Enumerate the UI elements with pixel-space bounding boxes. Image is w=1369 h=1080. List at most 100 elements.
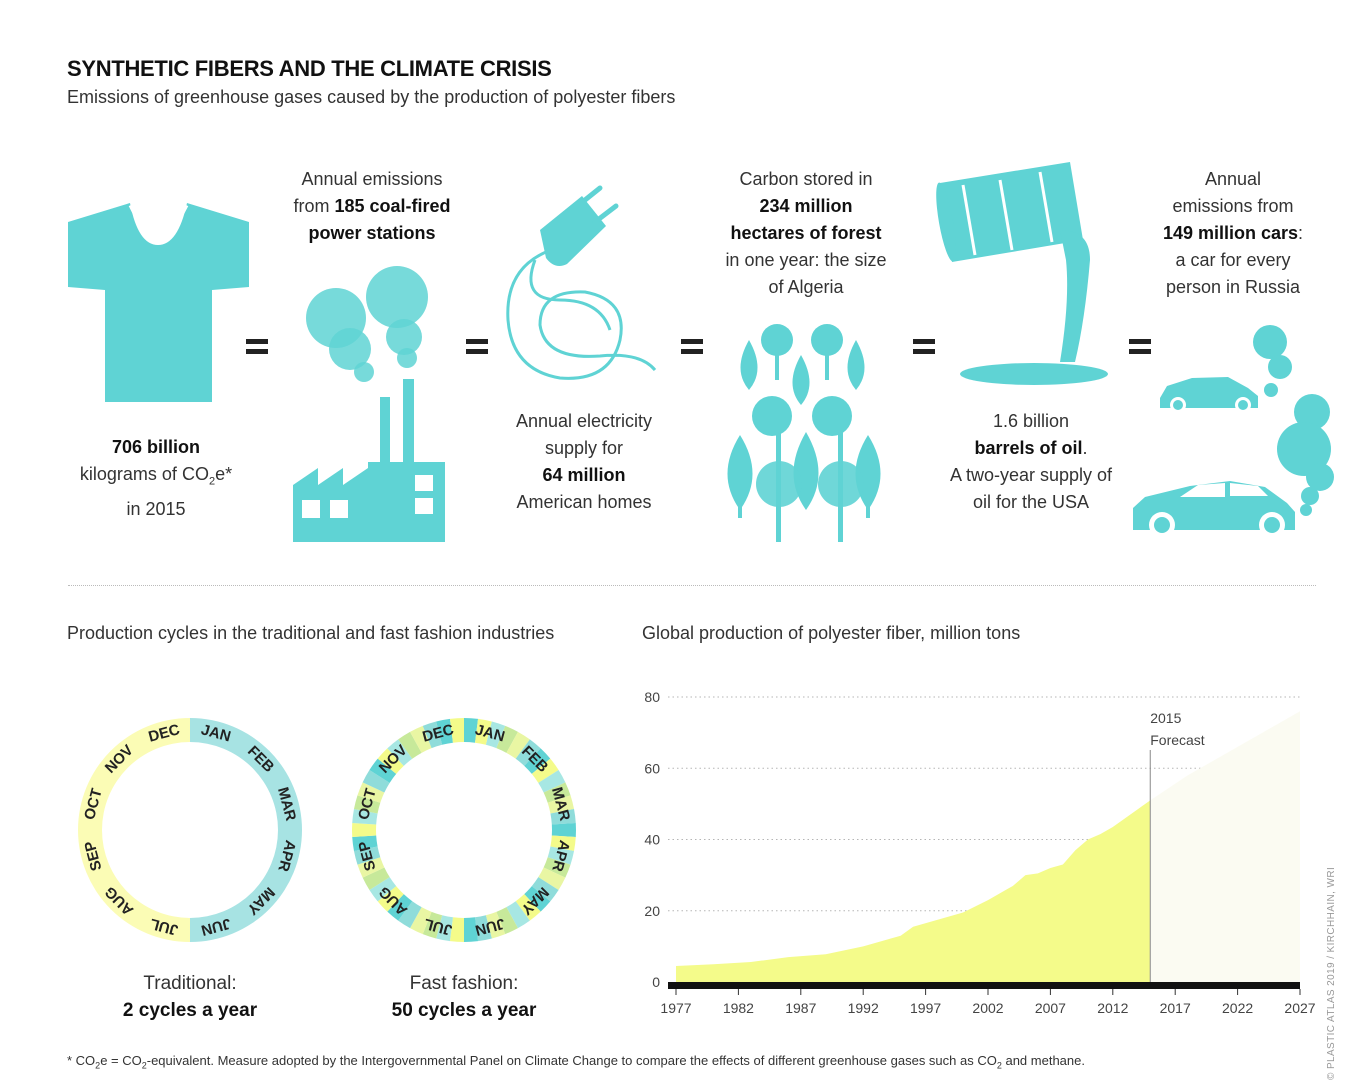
fast-fashion-cycle-segment bbox=[352, 809, 378, 825]
traditional-cycle-segment bbox=[190, 718, 302, 942]
fast-fashion-cycle-segment bbox=[369, 877, 397, 902]
fast-fashion-month-label: JUL bbox=[422, 915, 454, 939]
x-tick-label: 2022 bbox=[1222, 1000, 1253, 1016]
equivalence-icons bbox=[68, 162, 1334, 542]
annotation-year: 2015 bbox=[1150, 710, 1181, 726]
fast-fashion-cycle-segment bbox=[515, 739, 541, 766]
polyester-production-chart: 0 20 40 60 80 2015 Forecast 1977 1982 1987 1992 199… bbox=[644, 689, 1315, 1016]
footnote: * CO2e = CO2-equivalent. Measure adopted… bbox=[67, 1053, 1085, 1071]
fast-fashion-cycle-segment bbox=[362, 769, 390, 793]
power-caption: Annual emissions from 185 coal-fired pow… bbox=[293, 169, 451, 243]
fast-fashion-cycle-segment bbox=[524, 748, 551, 774]
forest-caption: Carbon stored in 234 million hectares of… bbox=[725, 169, 887, 297]
fast-fashion-cycle-segment bbox=[398, 901, 422, 929]
x-tick-label: 2007 bbox=[1035, 1000, 1066, 1016]
factory-icon bbox=[293, 266, 445, 542]
electricity-caption: Annual electricity supply for 64 million… bbox=[515, 411, 653, 512]
fast-fashion-cycle-segment bbox=[551, 822, 576, 838]
page-subtitle: Emissions of greenhouse gases caused by … bbox=[67, 87, 676, 107]
y-tick-label: 20 bbox=[644, 903, 660, 919]
fast-fashion-cycle-segment bbox=[449, 917, 464, 942]
cars-caption: Annual emissions from 149 million cars: … bbox=[1162, 169, 1304, 297]
fast-fashion-cycle-segment bbox=[357, 857, 385, 878]
fast-fashion-cycle-segment bbox=[410, 907, 432, 935]
fast-fashion-cycle-segment bbox=[357, 782, 385, 803]
section-divider bbox=[68, 585, 1316, 586]
tshirt-icon bbox=[68, 203, 249, 402]
fast-fashion-cycle-segment bbox=[547, 846, 575, 865]
fast-fashion-cycle-segment bbox=[353, 795, 381, 814]
fast-fashion-cycle-segment bbox=[538, 867, 566, 891]
fast-fashion-caption: Fast fashion: 50 cycles a year bbox=[391, 973, 537, 1021]
y-tick-label: 60 bbox=[644, 760, 660, 776]
x-axis-baseline bbox=[668, 982, 1300, 989]
y-tick-label: 0 bbox=[652, 974, 660, 990]
fast-fashion-cycle-segment bbox=[464, 917, 479, 942]
y-tick-label: 40 bbox=[644, 832, 660, 848]
fast-fashion-cycle-segment bbox=[398, 731, 422, 759]
fast-fashion-cycle-segment bbox=[550, 809, 576, 825]
fast-fashion-cycle-segment bbox=[353, 846, 381, 865]
tshirt-caption: 706 billion kilograms of CO2e* in 2015 bbox=[79, 437, 233, 519]
x-tick-label: 1987 bbox=[785, 1000, 816, 1016]
equals-sign bbox=[246, 338, 268, 358]
x-tick-label: 2027 bbox=[1284, 1000, 1315, 1016]
fast-fashion-cycle-segment bbox=[496, 725, 518, 753]
fast-fashion-cycle-segment bbox=[475, 718, 492, 745]
fast-fashion-cycle-segment bbox=[543, 857, 571, 878]
fast-fashion-cycle-segment bbox=[410, 725, 432, 753]
fast-fashion-cycle-segment bbox=[362, 867, 390, 891]
fast-fashion-cycle-segment bbox=[543, 782, 571, 803]
fast-fashion-cycle-segment bbox=[485, 721, 506, 749]
fast-fashion-cycle-segment bbox=[422, 911, 443, 939]
x-tick-label: 1997 bbox=[910, 1000, 941, 1016]
fast-fashion-cycle-segment bbox=[531, 758, 559, 783]
fast-fashion-cycle-segment bbox=[387, 894, 413, 921]
fast-fashion-cycle-segment bbox=[436, 915, 453, 942]
page-title: SYNTHETIC FIBERS AND THE CLIMATE CRISIS bbox=[67, 56, 552, 81]
traditional-month-label: JUL bbox=[148, 915, 180, 939]
fast-fashion-cycle-segment bbox=[422, 721, 443, 749]
fast-fashion-cycle-segment bbox=[496, 907, 518, 935]
production-area bbox=[676, 800, 1151, 982]
chart-title: Global production of polyester fiber, mi… bbox=[642, 623, 1021, 643]
traditional-cycle-segment bbox=[78, 718, 190, 942]
fast-fashion-cycle-segment bbox=[550, 835, 576, 851]
oil-barrel-icon bbox=[936, 162, 1108, 385]
cycles-heading: Production cycles in the traditional and… bbox=[67, 623, 555, 643]
fast-fashion-cycle-segment bbox=[485, 911, 506, 939]
x-tick-label: 2017 bbox=[1160, 1000, 1191, 1016]
equals-sign bbox=[913, 338, 935, 358]
fast-fashion-cycle-segment bbox=[377, 886, 404, 912]
credit: © PLASTIC ATLAS 2019 / KIRCHHAIN, WRI bbox=[1326, 866, 1337, 1080]
fast-fashion-cycle-segment bbox=[464, 718, 479, 743]
cars-icon bbox=[1133, 325, 1334, 538]
fast-fashion-cycle-segment bbox=[506, 731, 530, 759]
fast-fashion-cycle-segment bbox=[515, 894, 541, 921]
fast-fashion-cycle-segment bbox=[524, 886, 551, 912]
fast-fashion-cycle-segment bbox=[387, 739, 413, 766]
fast-fashion-cycle-segment bbox=[538, 769, 566, 793]
equals-sign bbox=[466, 338, 488, 358]
fast-fashion-cycle-segment bbox=[352, 822, 377, 838]
plug-icon bbox=[506, 185, 657, 380]
forest-icon bbox=[727, 324, 881, 542]
annotation-forecast: Forecast bbox=[1150, 732, 1205, 748]
fast-fashion-cycle-segment bbox=[506, 901, 530, 929]
x-tick-label: 1982 bbox=[723, 1000, 754, 1016]
fast-fashion-cycle-segment bbox=[436, 718, 453, 745]
fast-fashion-cycle-segment bbox=[547, 795, 575, 814]
fast-fashion-cycle-segment bbox=[475, 915, 492, 942]
fast-fashion-cycle-segment bbox=[449, 718, 464, 743]
equals-sign bbox=[1129, 338, 1151, 358]
fast-fashion-cycle-segment bbox=[531, 877, 559, 902]
fast-fashion-cycle-segment bbox=[369, 758, 397, 783]
oil-caption: 1.6 billion barrels of oil. A two-year s… bbox=[949, 411, 1113, 512]
y-tick-label: 80 bbox=[644, 689, 660, 705]
fast-fashion-cycle-segment bbox=[352, 835, 378, 851]
x-tick-label: 2002 bbox=[972, 1000, 1003, 1016]
forecast-area bbox=[1150, 711, 1300, 982]
x-tick-label: 1992 bbox=[848, 1000, 879, 1016]
